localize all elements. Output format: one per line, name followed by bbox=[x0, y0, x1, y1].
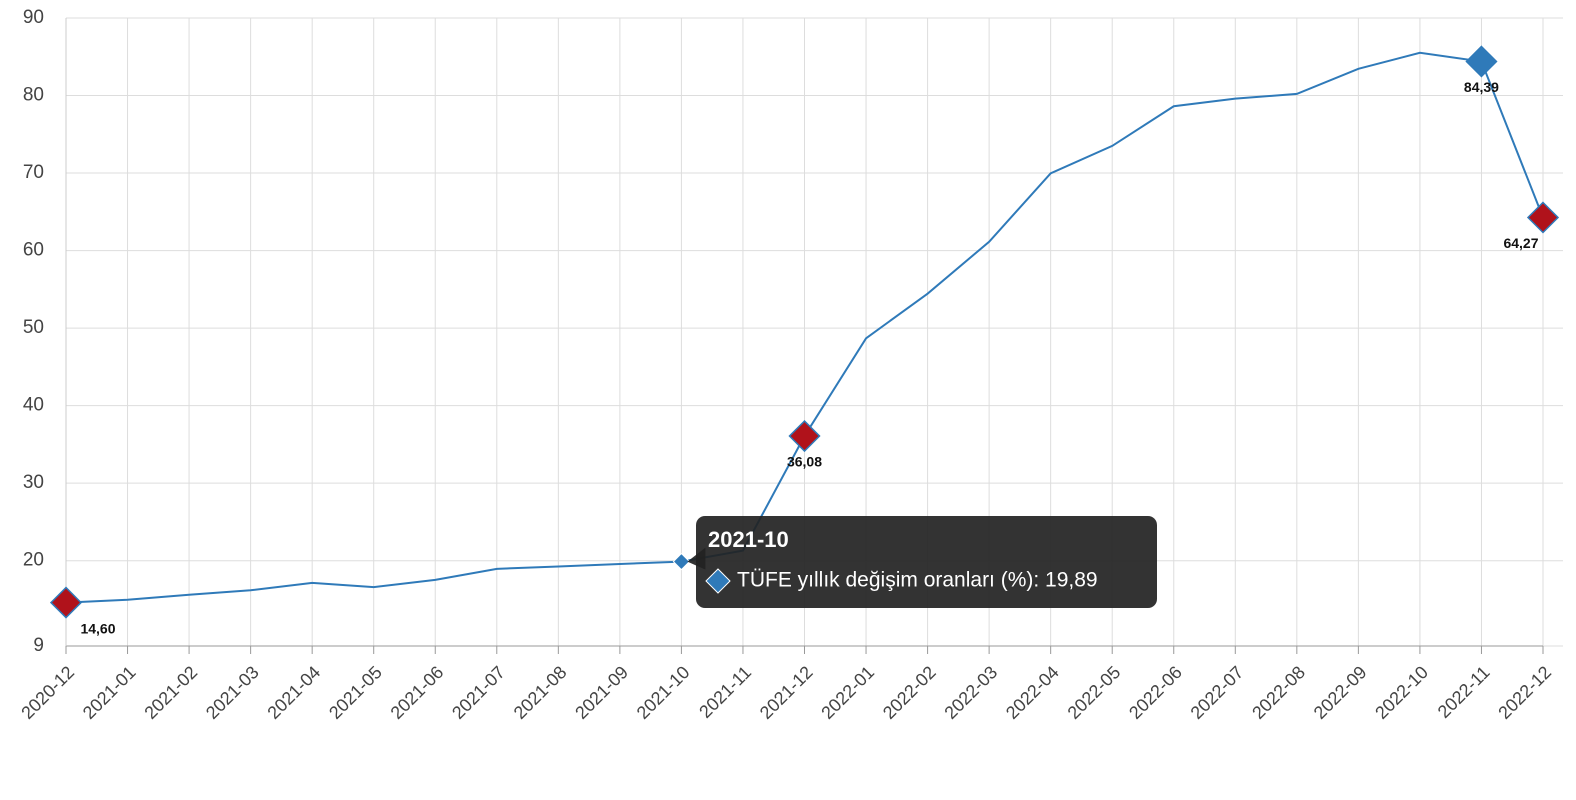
data-label: 36,08 bbox=[787, 454, 822, 470]
x-tick-label: 2021-03 bbox=[202, 662, 263, 723]
x-tick-label: 2022-07 bbox=[1187, 662, 1248, 723]
y-tick-label: 90 bbox=[23, 7, 44, 28]
hover-marker bbox=[672, 552, 691, 571]
x-tick-label: 2021-04 bbox=[263, 662, 324, 723]
y-tick-label: 80 bbox=[23, 85, 44, 106]
point-marker bbox=[1526, 201, 1560, 234]
data-label: 14,60 bbox=[80, 620, 115, 636]
x-tick-label: 2021-09 bbox=[571, 662, 632, 723]
x-tick-label: 2022-03 bbox=[940, 662, 1001, 723]
tooltip-icon bbox=[705, 568, 731, 594]
x-tick-label: 2021-01 bbox=[79, 662, 140, 723]
y-tick-label: 30 bbox=[23, 472, 44, 493]
x-tick-label: 2022-10 bbox=[1371, 662, 1432, 723]
x-tick-label: 2020-12 bbox=[17, 662, 78, 723]
x-tick-label: 2022-06 bbox=[1125, 662, 1186, 723]
y-tick-label: 70 bbox=[23, 162, 44, 183]
x-tick-label: 2021-02 bbox=[140, 662, 201, 723]
x-tick-label: 2021-11 bbox=[695, 662, 755, 722]
y-tick-label: 40 bbox=[23, 395, 44, 416]
x-tick-label: 2021-07 bbox=[448, 662, 509, 723]
tooltip: 2021-10 TÜFE yıllık değişim oranları (%):… bbox=[687, 516, 1157, 608]
data-label: 64,27 bbox=[1503, 235, 1538, 251]
x-tick-label: 2021-10 bbox=[633, 662, 694, 723]
y-tick-label: 9 bbox=[33, 635, 44, 656]
y-tick-label: 20 bbox=[23, 550, 44, 571]
point-marker bbox=[788, 419, 821, 453]
x-tick-label: 2022-09 bbox=[1310, 662, 1371, 723]
x-tick-label: 2022-01 bbox=[817, 662, 878, 723]
x-tick-label: 2021-06 bbox=[387, 662, 448, 723]
x-tick-label: 2022-08 bbox=[1248, 662, 1309, 723]
tooltip-title: 2021-10 bbox=[708, 527, 789, 552]
tooltip-text: TÜFE yıllık değişim oranları (%): 19,89 bbox=[737, 569, 1098, 592]
x-tick-label: 2022-04 bbox=[1002, 662, 1063, 723]
x-tick-label: 2022-11 bbox=[1434, 662, 1494, 722]
x-tick-label: 2022-05 bbox=[1064, 662, 1125, 723]
x-tick-label: 2021-12 bbox=[756, 662, 817, 723]
y-tick-label: 60 bbox=[23, 240, 44, 261]
point-marker bbox=[49, 586, 83, 619]
tooltip-box bbox=[696, 516, 1157, 608]
x-tick-label: 2022-02 bbox=[879, 662, 940, 723]
y-tick-label: 50 bbox=[23, 317, 44, 338]
x-tick-label: 2022-12 bbox=[1494, 662, 1555, 723]
x-tick-label: 2021-05 bbox=[325, 662, 386, 723]
x-tick-label: 2021-08 bbox=[510, 662, 571, 723]
data-label: 84,39 bbox=[1464, 79, 1499, 95]
point-marker bbox=[1465, 45, 1498, 78]
